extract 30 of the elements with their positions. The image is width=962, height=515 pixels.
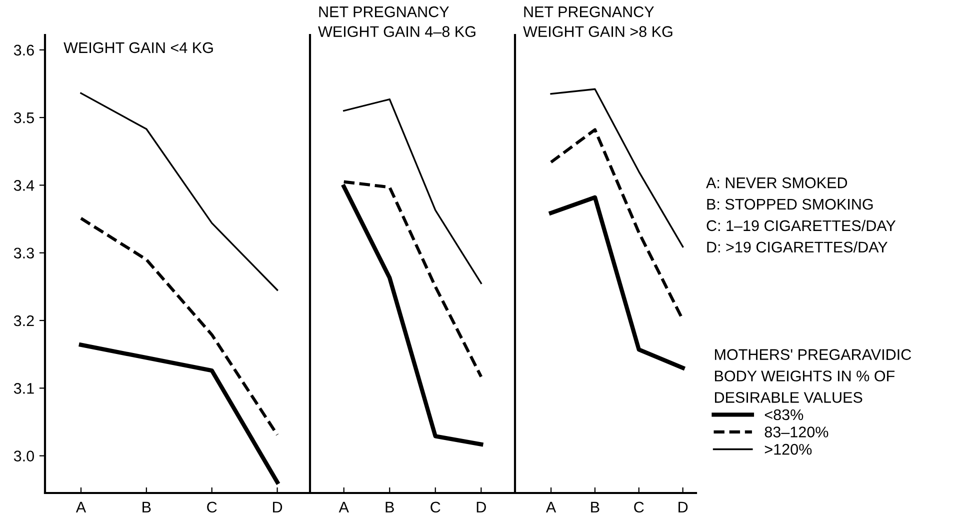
x-tick-label: C bbox=[634, 502, 644, 513]
x-tick-label: C bbox=[430, 502, 440, 513]
y-tick-label: 3.0 bbox=[14, 450, 34, 462]
line-series bbox=[80, 92, 278, 291]
x-tick-label: D bbox=[273, 502, 282, 512]
x-tick-label: D bbox=[678, 502, 688, 512]
x-tick-label: C bbox=[207, 502, 217, 513]
x-tick-label: D bbox=[476, 502, 486, 512]
legend-label: 83–120% bbox=[764, 426, 828, 438]
y-tick-label: 3.4 bbox=[14, 180, 34, 191]
legend-label: >120% bbox=[764, 444, 812, 455]
line-series bbox=[79, 216, 279, 436]
chart-title: NET PREGNANCY WEIGHT GAIN >8 KG bbox=[523, 6, 672, 37]
legend-label: <83% bbox=[764, 409, 804, 420]
x-tick-label: B bbox=[142, 502, 151, 512]
y-tick-label: 3.2 bbox=[14, 315, 34, 326]
line-series bbox=[78, 342, 280, 484]
y-tick-label: 3.1 bbox=[14, 383, 34, 394]
x-tick-label: A bbox=[338, 502, 349, 512]
y-tick-label: 3.3 bbox=[14, 248, 34, 259]
chart-title: NET PREGNANCY WEIGHT GAIN 4–8 KG bbox=[318, 6, 476, 37]
legend-title: MOTHERS' PREGARAVIDIC BODY WEIGHTS IN % OF DESIRABLE VALUES bbox=[715, 349, 912, 403]
y-tick-label: 3.5 bbox=[14, 112, 34, 124]
text: A: NEVER SMOKED B: STOPPED SMOKING C: 1–19 CIGARETTES/DAY D: >19 CIGARETTES/DAY bbox=[706, 177, 896, 253]
x-tick-label: B bbox=[591, 502, 600, 512]
x-tick-label: B bbox=[386, 502, 394, 512]
chart-title: WEIGHT GAIN <4 KG bbox=[64, 42, 213, 54]
y-tick-label: 3.6 bbox=[14, 44, 34, 56]
x-tick-label: A bbox=[76, 502, 86, 512]
x-tick-label: A bbox=[546, 502, 556, 512]
